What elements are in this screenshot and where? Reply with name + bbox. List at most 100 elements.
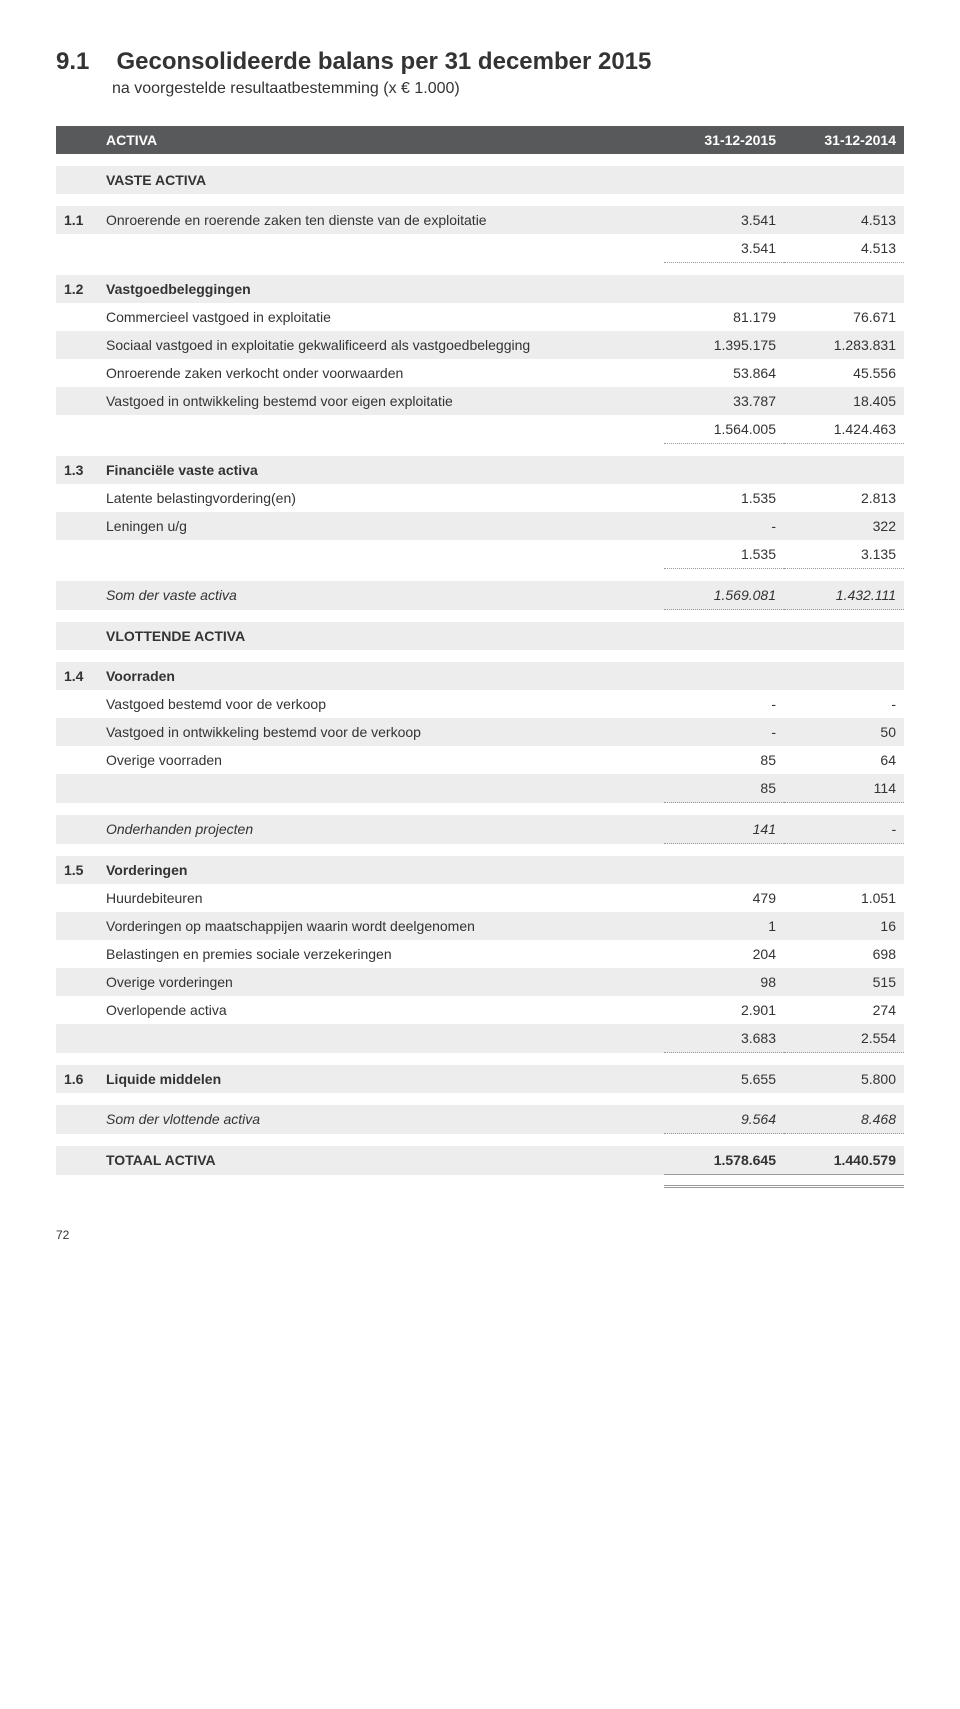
cell-value: 1 (664, 912, 784, 940)
cell-value: 5.800 (784, 1065, 904, 1093)
row-label: Overige vorderingen (98, 968, 664, 996)
table-row: Vastgoed in ontwikkeling bestemd voor ei… (56, 387, 904, 415)
cell-value: 4.513 (784, 206, 904, 234)
cell-value: 1.432.111 (784, 581, 904, 610)
cell-value: 3.541 (664, 234, 784, 263)
onderhanden-projecten: Onderhanden projecten 141 - (56, 815, 904, 844)
cell-value: 698 (784, 940, 904, 968)
row-num: 1.1 (56, 206, 98, 234)
table-row: Overige voorraden 85 64 (56, 746, 904, 774)
cell-value: - (664, 690, 784, 718)
cell-value: 515 (784, 968, 904, 996)
cell-value: 85 (664, 746, 784, 774)
row-label: Financiële vaste activa (98, 456, 664, 484)
row-label: Vorderingen op maatschappijen waarin wor… (98, 912, 664, 940)
cell-value: 81.179 (664, 303, 784, 331)
cell-value: 4.513 (784, 234, 904, 263)
cell-value: 9.564 (664, 1105, 784, 1134)
row-num: 1.5 (56, 856, 98, 884)
cell-value: 3.683 (664, 1024, 784, 1053)
table-row: Huurdebiteuren 479 1.051 (56, 884, 904, 912)
row-num: 1.6 (56, 1065, 98, 1093)
row-label: Liquide middelen (98, 1065, 664, 1093)
cell-value: 2.813 (784, 484, 904, 512)
section-number: 9.1 (56, 48, 112, 76)
row-1.5-head: 1.5 Vorderingen (56, 856, 904, 884)
table-row: Sociaal vastgoed in exploitatie gekwalif… (56, 331, 904, 359)
cell-value: 76.671 (784, 303, 904, 331)
row-num: 1.3 (56, 456, 98, 484)
row-label: Voorraden (98, 662, 664, 690)
table-header-row: ACTIVA 31-12-2015 31-12-2014 (56, 126, 904, 154)
cell-value: 50 (784, 718, 904, 746)
row-label: Commercieel vastgoed in exploitatie (98, 303, 664, 331)
page-number: 72 (56, 1228, 904, 1242)
row-label: Onderhanden projecten (98, 815, 664, 844)
row-label: Vastgoed in ontwikkeling bestemd voor de… (98, 718, 664, 746)
cell-value: 1.578.645 (664, 1146, 784, 1175)
row-label: Huurdebiteuren (98, 884, 664, 912)
cell-value: 1.424.463 (784, 415, 904, 444)
table-row: Overige vorderingen 98 515 (56, 968, 904, 996)
subtotal-1.2: 1.564.005 1.424.463 (56, 415, 904, 444)
cell-value: - (784, 815, 904, 844)
header-date-2015: 31-12-2015 (664, 126, 784, 154)
table-row: Leningen u/g - 322 (56, 512, 904, 540)
cell-value: 8.468 (784, 1105, 904, 1134)
row-1.6: 1.6 Liquide middelen 5.655 5.800 (56, 1065, 904, 1093)
cell-value: 1.535 (664, 540, 784, 569)
cell-value: 1.051 (784, 884, 904, 912)
subtotal-1.1: 3.541 4.513 (56, 234, 904, 263)
row-1.4-head: 1.4 Voorraden (56, 662, 904, 690)
row-label: Latente belastingvordering(en) (98, 484, 664, 512)
table-row: Vastgoed bestemd voor de verkoop - - (56, 690, 904, 718)
subtotal-1.3: 1.535 3.135 (56, 540, 904, 569)
header-date-2014: 31-12-2014 (784, 126, 904, 154)
cell-value: 1.283.831 (784, 331, 904, 359)
row-label: Vorderingen (98, 856, 664, 884)
balance-sheet-table: ACTIVA 31-12-2015 31-12-2014 VASTE ACTIV… (56, 126, 904, 1188)
cell-value: 33.787 (664, 387, 784, 415)
subtotal-1.5: 3.683 2.554 (56, 1024, 904, 1053)
row-label: Vastgoed in ontwikkeling bestemd voor ei… (98, 387, 664, 415)
totaal-activa: TOTAAL ACTIVA 1.578.645 1.440.579 (56, 1146, 904, 1175)
table-row: Overlopende activa 2.901 274 (56, 996, 904, 1024)
section-vlottende-activa: VLOTTENDE ACTIVA (56, 622, 904, 650)
row-label: Onroerende en roerende zaken ten dienste… (98, 206, 664, 234)
table-row: Latente belastingvordering(en) 1.535 2.8… (56, 484, 904, 512)
row-label: Onroerende zaken verkocht onder voorwaar… (98, 359, 664, 387)
som-vaste-activa: Som der vaste activa 1.569.081 1.432.111 (56, 581, 904, 610)
row-label: Som der vlottende activa (98, 1105, 664, 1134)
subtotal-1.4: 85 114 (56, 774, 904, 803)
row-1.3-head: 1.3 Financiële vaste activa (56, 456, 904, 484)
table-row: Belastingen en premies sociale verzekeri… (56, 940, 904, 968)
row-label: Vastgoed bestemd voor de verkoop (98, 690, 664, 718)
row-1.2-head: 1.2 Vastgoedbeleggingen (56, 275, 904, 303)
row-label: Som der vaste activa (98, 581, 664, 610)
cell-value: 1.569.081 (664, 581, 784, 610)
document-subtitle: na voorgestelde resultaatbestemming (x €… (112, 80, 904, 98)
cell-value: 322 (784, 512, 904, 540)
row-label: Vastgoedbeleggingen (98, 275, 664, 303)
cell-value: 1.564.005 (664, 415, 784, 444)
cell-value: 3.541 (664, 206, 784, 234)
cell-value: 114 (784, 774, 904, 803)
cell-value: 98 (664, 968, 784, 996)
row-label: TOTAAL ACTIVA (98, 1146, 664, 1175)
cell-value: 85 (664, 774, 784, 803)
cell-value: 204 (664, 940, 784, 968)
cell-value: 16 (784, 912, 904, 940)
row-1.1: 1.1 Onroerende en roerende zaken ten die… (56, 206, 904, 234)
row-num: 1.4 (56, 662, 98, 690)
cell-value: - (664, 718, 784, 746)
cell-value: 2.554 (784, 1024, 904, 1053)
totaal-underline (56, 1175, 904, 1187)
cell-value: 53.864 (664, 359, 784, 387)
cell-value: 1.535 (664, 484, 784, 512)
cell-value: 45.556 (784, 359, 904, 387)
row-num: 1.2 (56, 275, 98, 303)
table-row: Vastgoed in ontwikkeling bestemd voor de… (56, 718, 904, 746)
cell-value: 3.135 (784, 540, 904, 569)
cell-value: 18.405 (784, 387, 904, 415)
vaste-activa-heading: VASTE ACTIVA (98, 166, 664, 194)
